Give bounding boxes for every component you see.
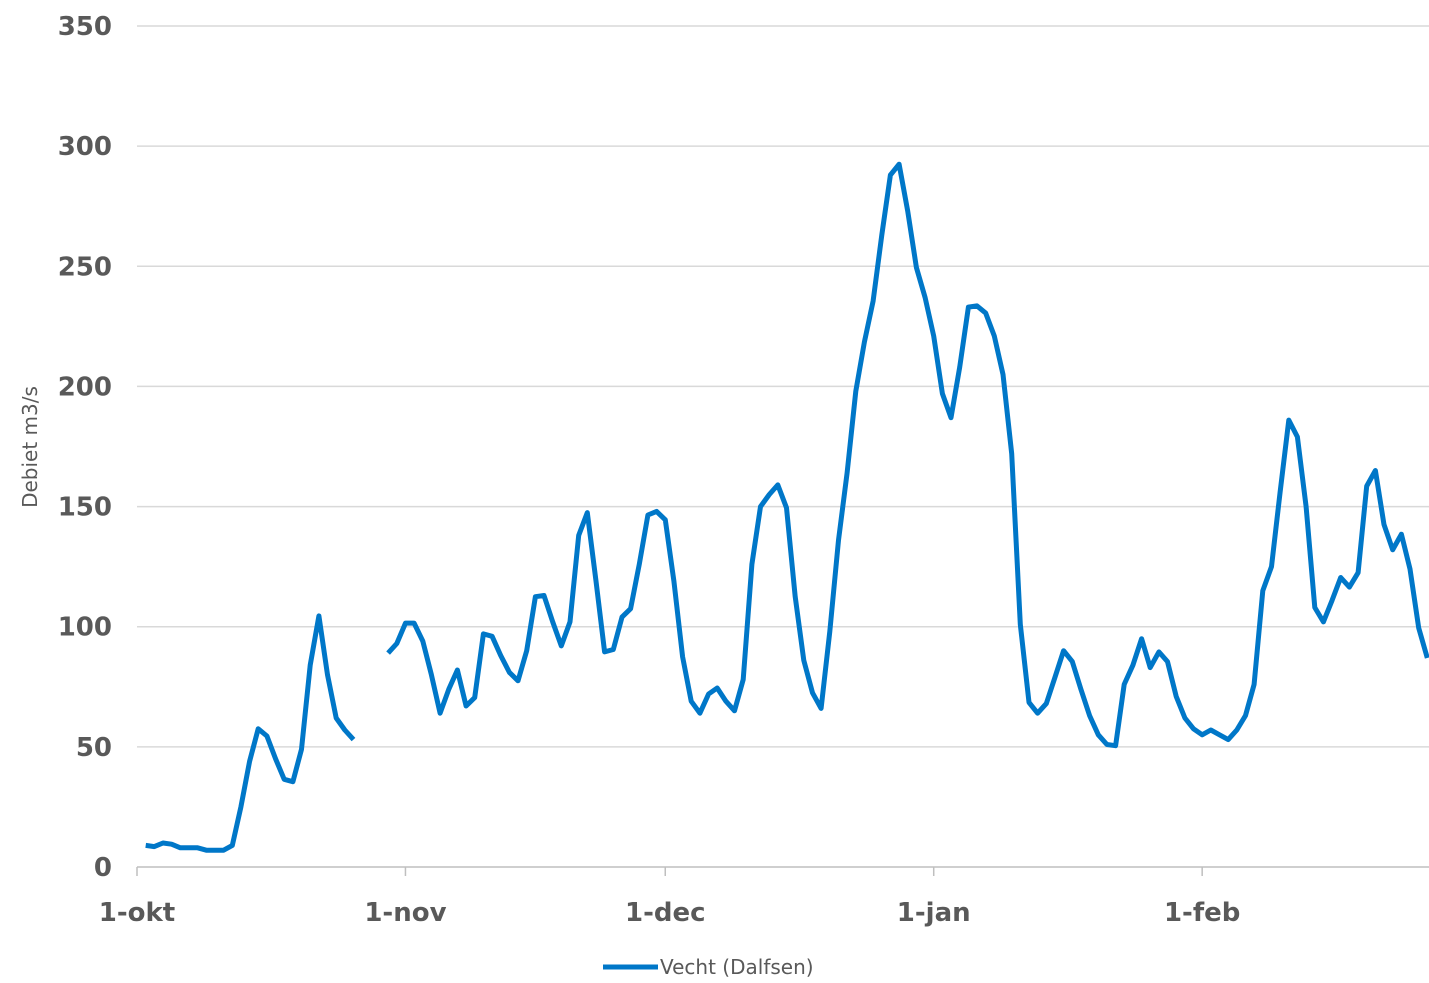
- x-tick-label-1-nov: 1-nov: [364, 898, 446, 928]
- y-tick-label-150: 150: [58, 493, 112, 523]
- x-tick-label-1-dec: 1-dec: [625, 898, 706, 928]
- series-line-vecht-dalfsen-segment-2: [386, 161, 1429, 749]
- x-tick-label-1-okt: 1-okt: [99, 898, 175, 928]
- y-tick-label-0: 0: [94, 853, 112, 883]
- y-tick-label-100: 100: [58, 613, 112, 643]
- legend[interactable]: Vecht (Dalfsen): [603, 955, 814, 979]
- y-axis-ticks: 0 50 100 150 200 250 300 350: [58, 12, 112, 883]
- series-line-vecht-dalfsen-segment-1: [145, 613, 356, 853]
- y-tick-label-250: 250: [58, 252, 112, 282]
- grid-lines: [137, 25, 1429, 748]
- x-tick-label-1-jan: 1-jan: [897, 898, 971, 928]
- x-tick-label-1-feb: 1-feb: [1164, 898, 1240, 928]
- y-axis-title: Debiet m3/s: [18, 386, 42, 508]
- legend-label-vecht-dalfsen: Vecht (Dalfsen): [660, 955, 814, 979]
- y-tick-label-50: 50: [76, 733, 112, 763]
- y-tick-label-350: 350: [58, 12, 112, 42]
- x-axis-ticks: 1-okt 1-nov 1-dec 1-jan 1-feb: [99, 867, 1240, 928]
- y-tick-label-200: 200: [58, 372, 112, 402]
- y-tick-label-300: 300: [58, 132, 112, 162]
- series-layer: [145, 161, 1429, 853]
